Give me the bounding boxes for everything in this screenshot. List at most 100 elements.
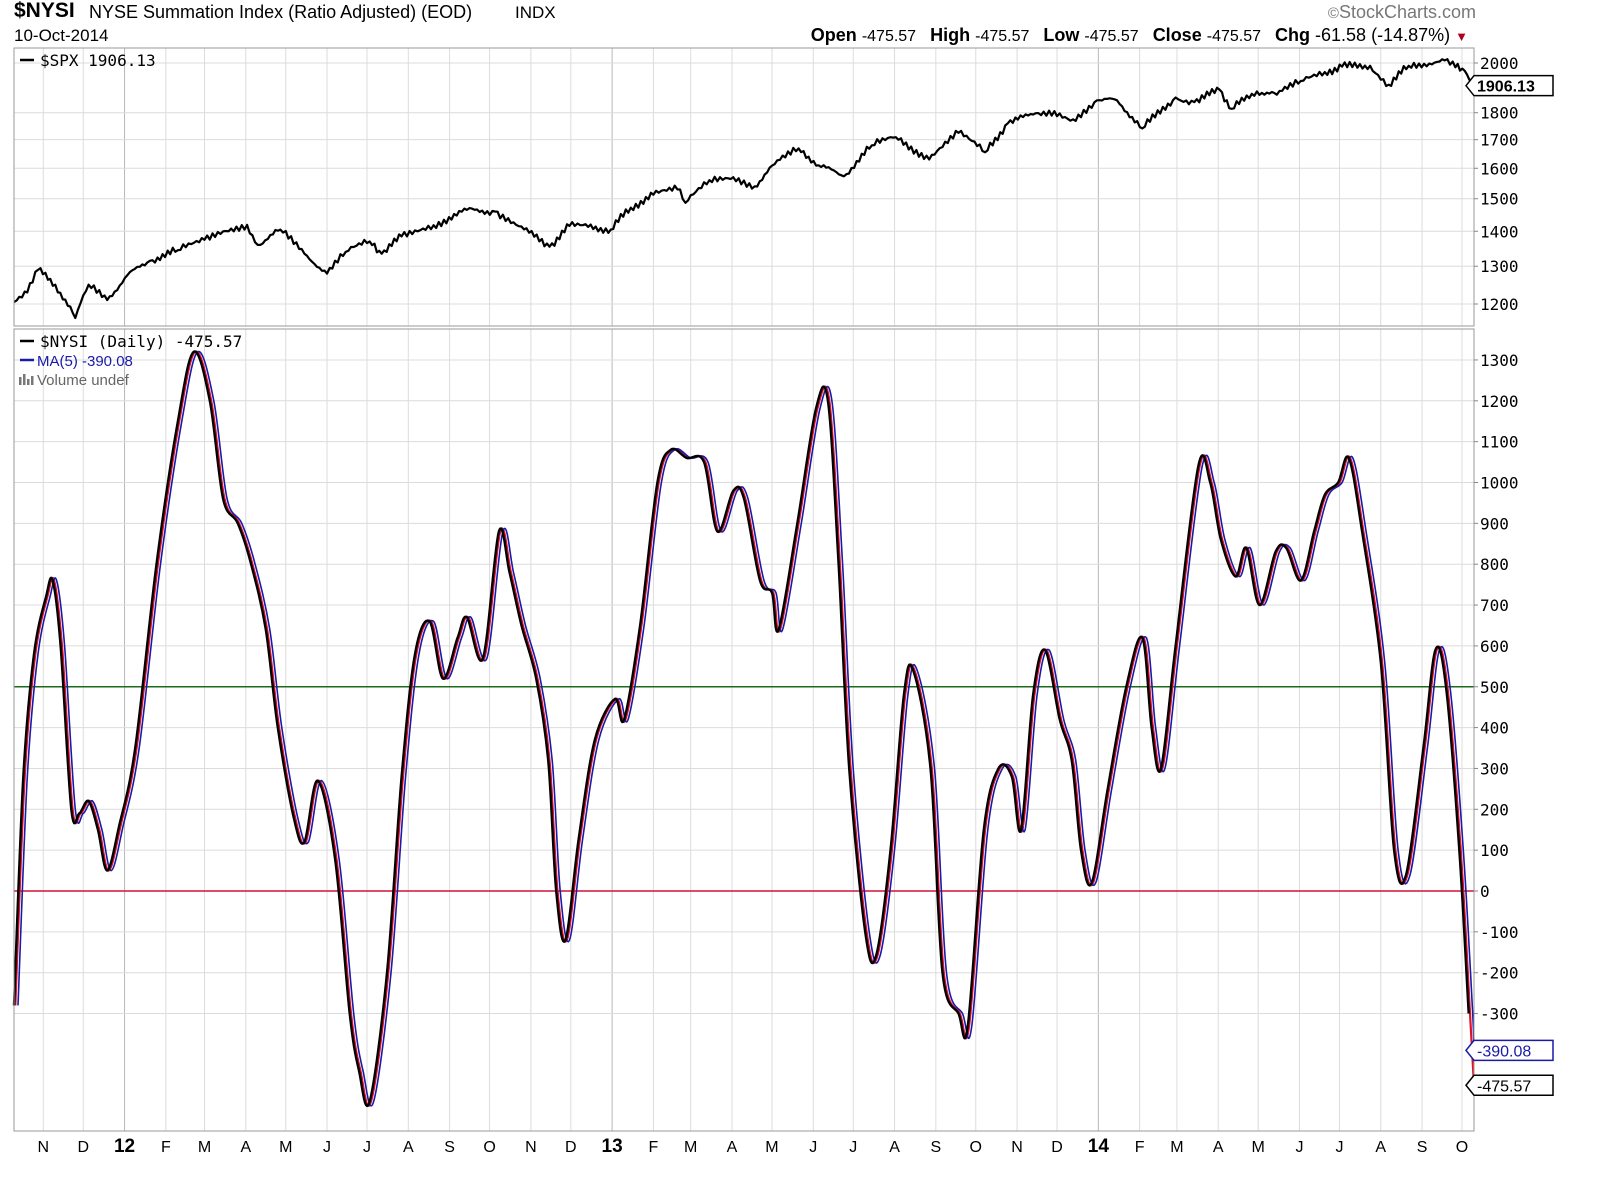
close-value: -475.57 xyxy=(1206,28,1261,45)
y-tick-label: 2000 xyxy=(1480,54,1519,73)
chg-label: Chg xyxy=(1275,25,1311,45)
x-tick-label: J xyxy=(323,1139,331,1156)
x-tick-label: 13 xyxy=(602,1136,623,1157)
high-label: High xyxy=(930,25,971,45)
x-tick-label: J xyxy=(809,1139,817,1156)
svg-text:-390.08: -390.08 xyxy=(1477,1043,1531,1060)
x-tick-label: F xyxy=(649,1139,659,1156)
open-value: -475.57 xyxy=(861,28,917,45)
open-label: Open xyxy=(810,25,857,45)
volume-icon xyxy=(19,374,34,385)
x-tick-label: F xyxy=(1135,1139,1145,1156)
svg-text:1906.13: 1906.13 xyxy=(1477,79,1535,96)
y-tick-label: 1200 xyxy=(1480,295,1519,314)
x-tick-label: A xyxy=(403,1139,414,1156)
y-tick-label: 1700 xyxy=(1480,131,1519,150)
nysi-red-line xyxy=(14,350,1476,1107)
copyright-icon: © xyxy=(1327,5,1339,22)
chart-date: 10-Oct-2014 xyxy=(14,26,109,45)
y-tick-label: 1500 xyxy=(1480,190,1519,209)
top-panel-frame xyxy=(13,47,1475,327)
x-tick-label: M xyxy=(279,1139,292,1156)
legend-volume: Volume undef xyxy=(37,372,130,389)
x-tick-label: J xyxy=(849,1139,857,1156)
panel-frames xyxy=(13,47,1475,1132)
nysi-line xyxy=(12,350,1470,1107)
x-tick-label: S xyxy=(930,1139,941,1156)
x-tick-label: A xyxy=(889,1139,900,1156)
x-tick-label: S xyxy=(1417,1139,1428,1156)
y-tick-label: -200 xyxy=(1480,964,1519,983)
quote-bar: Open -475.57 High -475.57 Low -475.57 Cl… xyxy=(811,25,1468,46)
brand-text: StockCharts.com xyxy=(1338,2,1476,22)
y-tick-label: 200 xyxy=(1480,800,1509,819)
y-tick-label: 1000 xyxy=(1480,474,1519,493)
index-name: NYSE Summation Index (Ratio Adjusted) (E… xyxy=(89,2,473,22)
x-tick-label: A xyxy=(1213,1139,1224,1156)
y-tick-label: 1200 xyxy=(1480,392,1519,411)
x-tick-label: F xyxy=(161,1139,171,1156)
x-tick-label: J xyxy=(1295,1139,1303,1156)
legend-spx: $SPX 1906.13 xyxy=(40,51,156,70)
last-value-tag: -475.57 xyxy=(1465,1074,1554,1097)
spx-line xyxy=(13,58,1476,320)
y-tick-label: 400 xyxy=(1480,719,1509,738)
x-tick-label: A xyxy=(240,1139,251,1156)
exchange-label: INDX xyxy=(515,3,556,22)
x-tick-label: A xyxy=(1375,1139,1386,1156)
down-triangle-icon: ▼ xyxy=(1455,29,1468,44)
y-tick-label: 700 xyxy=(1480,596,1509,615)
x-tick-label: A xyxy=(727,1139,738,1156)
x-tick-label: D xyxy=(565,1139,577,1156)
y-tick-label: 0 xyxy=(1480,882,1490,901)
x-tick-label: M xyxy=(1170,1139,1183,1156)
x-tick-label: 12 xyxy=(114,1136,135,1157)
x-tick-label: M xyxy=(198,1139,211,1156)
x-tick-label: J xyxy=(1335,1139,1343,1156)
x-tick-label: D xyxy=(1051,1139,1063,1156)
y-tick-label: 1300 xyxy=(1480,351,1519,370)
last-value-tag: -390.08 xyxy=(1465,1039,1554,1062)
axes: 12001300140015001600170018002000-300-200… xyxy=(19,51,1554,1157)
brand-logo[interactable]: ©StockCharts.com xyxy=(1328,2,1476,23)
x-tick-label: N xyxy=(525,1139,537,1156)
chg-value: -61.58 (-14.87%) xyxy=(1315,25,1451,45)
y-tick-label: 600 xyxy=(1480,637,1509,656)
x-tick-label: S xyxy=(444,1139,455,1156)
y-tick-label: 1600 xyxy=(1480,159,1519,178)
close-label: Close xyxy=(1152,25,1202,45)
svg-text:-475.57: -475.57 xyxy=(1477,1078,1531,1095)
x-tick-label: J xyxy=(363,1139,371,1156)
x-tick-label: D xyxy=(77,1139,89,1156)
y-tick-label: -100 xyxy=(1480,923,1519,942)
y-tick-label: 1800 xyxy=(1480,104,1519,123)
x-tick-label: M xyxy=(684,1139,697,1156)
last-value-tag: 1906.13 xyxy=(1465,74,1554,97)
symbol-label: $NYSI xyxy=(14,0,75,22)
y-tick-label: -300 xyxy=(1480,1005,1519,1024)
ma5-line xyxy=(17,350,1475,1107)
bottom-panel-frame xyxy=(13,328,1475,1132)
legend-nysi: $NYSI (Daily) -475.57 xyxy=(40,332,242,351)
y-tick-label: 1400 xyxy=(1480,222,1519,241)
y-tick-label: 800 xyxy=(1480,555,1509,574)
x-tick-label: N xyxy=(1011,1139,1023,1156)
grid xyxy=(14,48,1474,1131)
x-tick-label: 14 xyxy=(1088,1136,1110,1157)
high-value: -475.57 xyxy=(975,28,1030,45)
x-tick-label: M xyxy=(765,1139,778,1156)
low-value: -475.57 xyxy=(1084,28,1139,45)
x-tick-label: M xyxy=(1252,1139,1265,1156)
x-tick-label: O xyxy=(1456,1139,1468,1156)
x-tick-label: O xyxy=(970,1139,982,1156)
y-tick-label: 300 xyxy=(1480,759,1509,778)
chart-header: $NYSI NYSE Summation Index (Ratio Adjust… xyxy=(0,0,1600,52)
legend-ma5: MA(5) -390.08 xyxy=(37,353,133,370)
y-tick-label: 900 xyxy=(1480,514,1509,533)
y-tick-label: 1300 xyxy=(1480,257,1519,276)
spx-panel xyxy=(13,58,1476,320)
y-tick-label: 500 xyxy=(1480,678,1509,697)
x-tick-label: N xyxy=(38,1139,50,1156)
nysi-panel xyxy=(12,350,1476,1107)
